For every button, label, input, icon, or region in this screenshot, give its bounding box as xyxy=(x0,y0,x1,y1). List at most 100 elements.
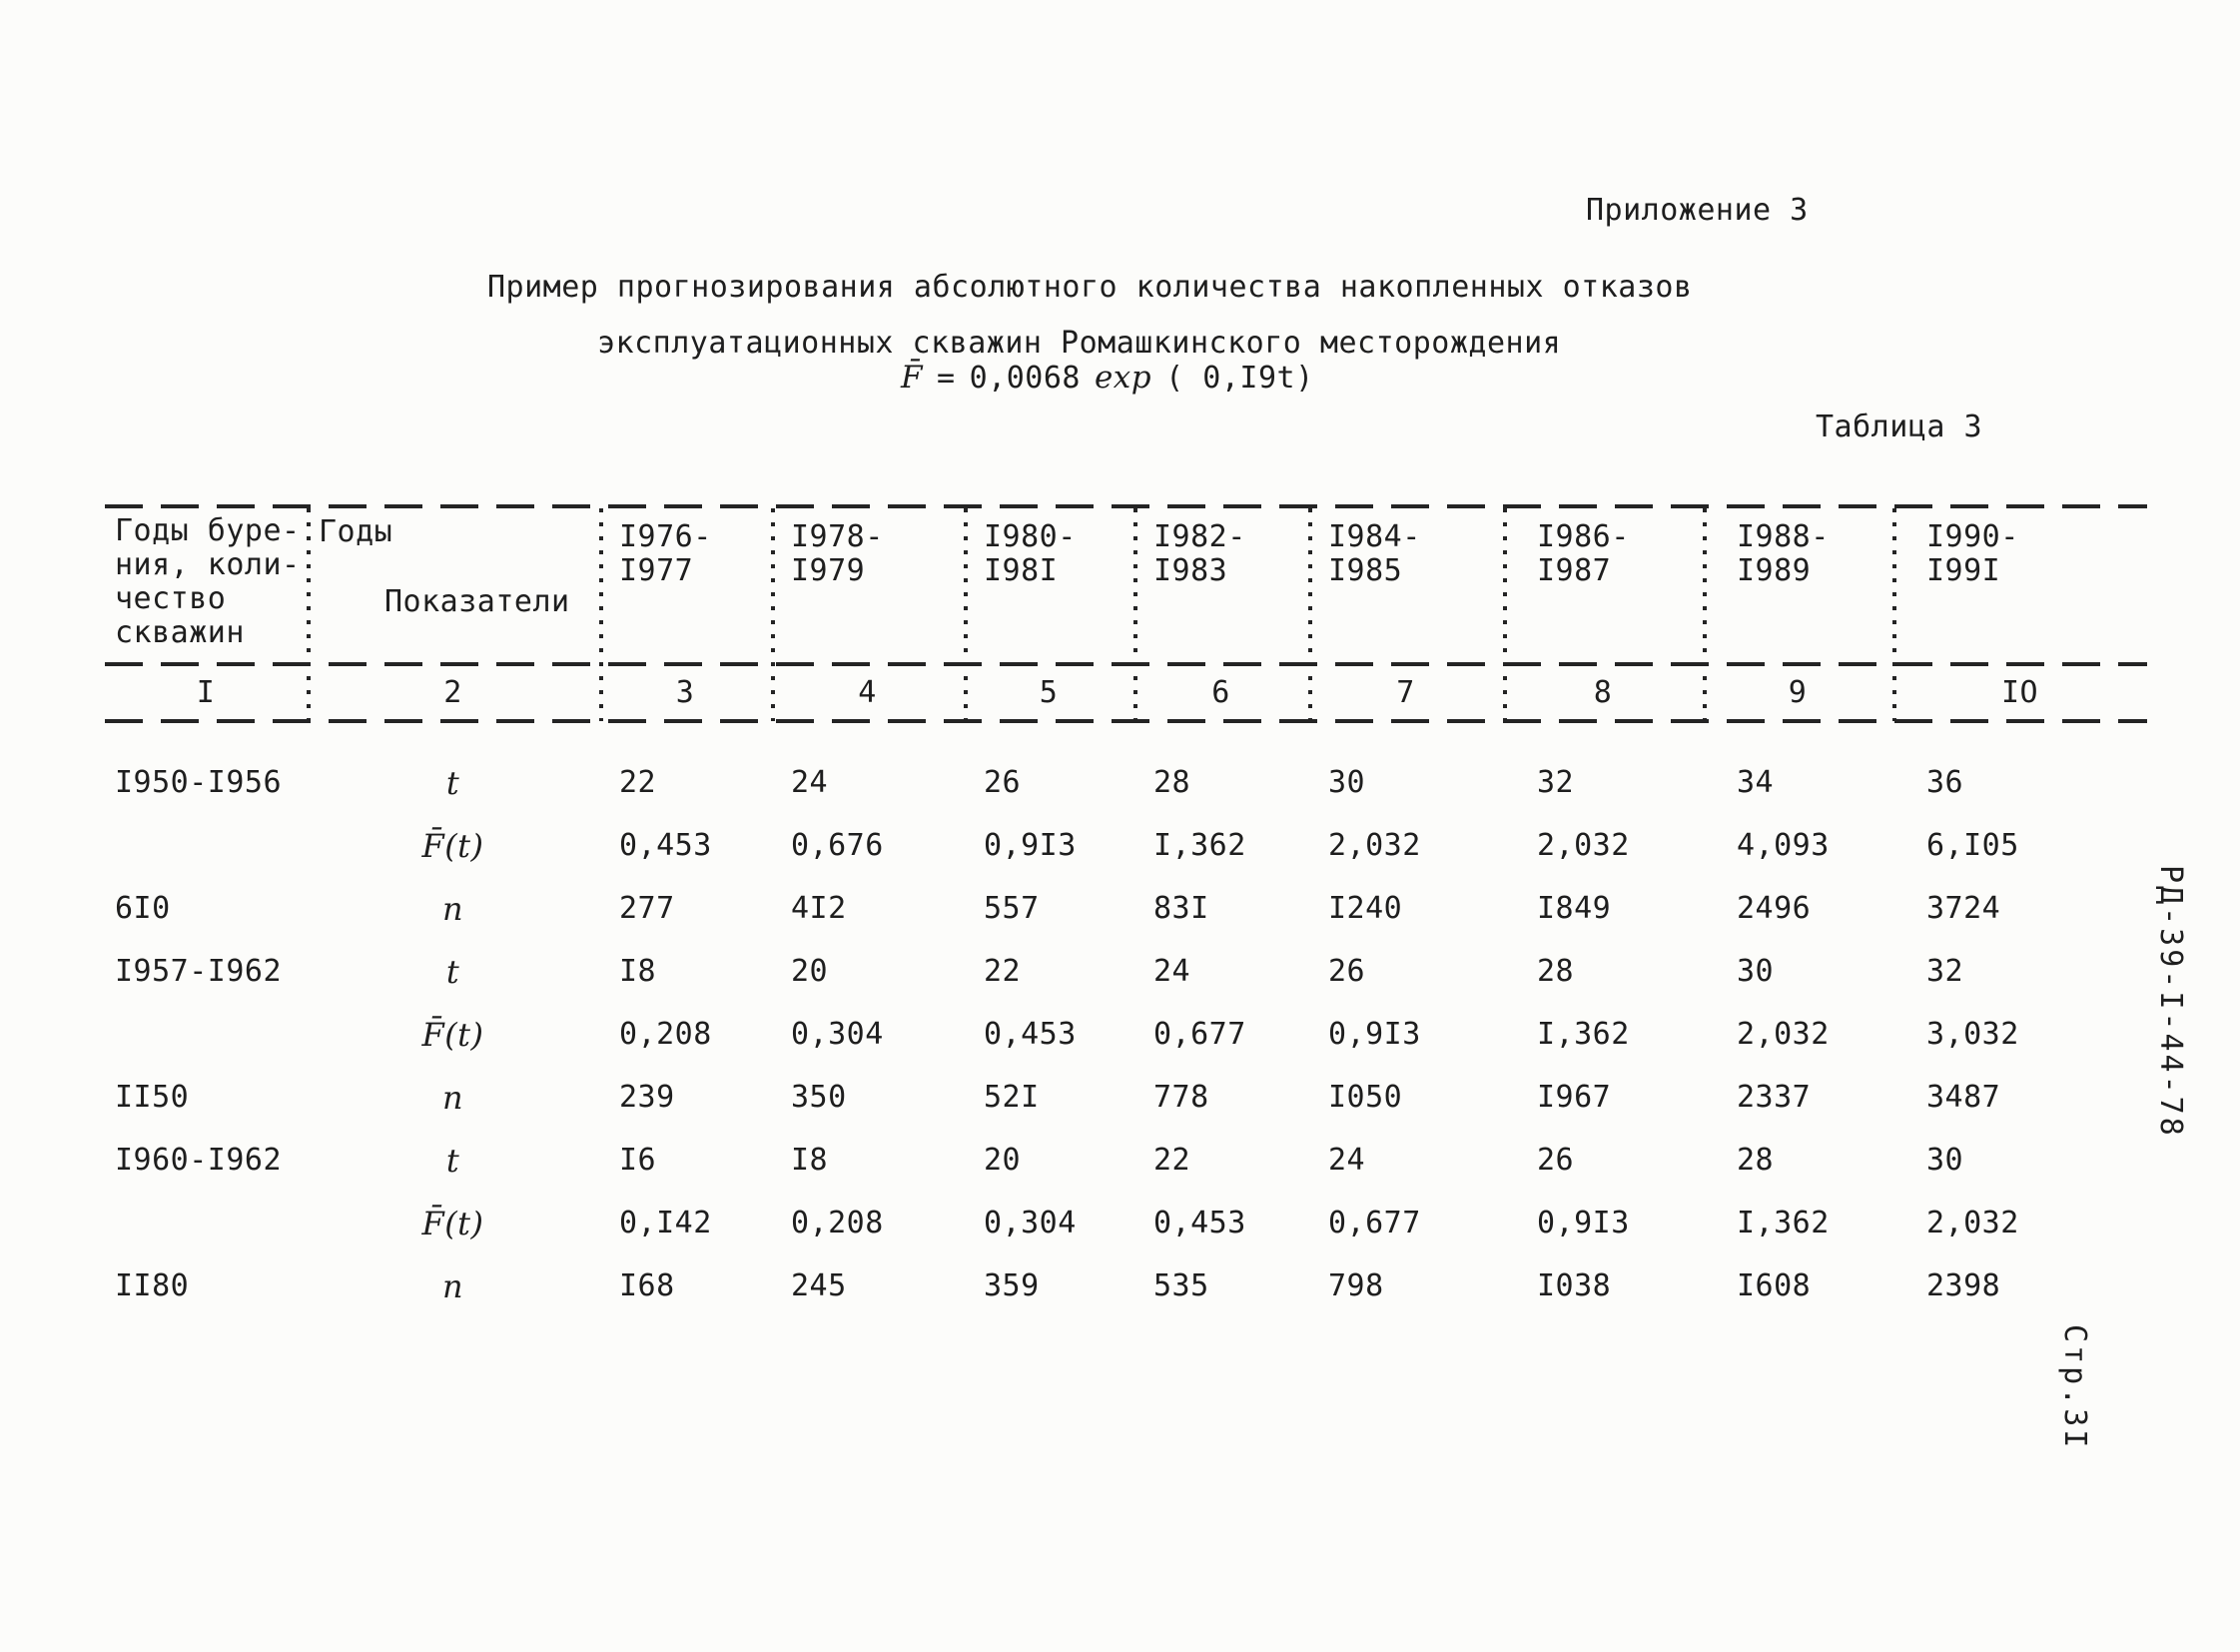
table-cell: 3487 xyxy=(1926,1080,2001,1115)
period-line: I986- xyxy=(1537,519,1630,554)
row-indicator: n xyxy=(441,889,464,928)
table-cell: 24 xyxy=(1153,954,1191,989)
table-border-header xyxy=(105,662,2147,666)
header-line: ния, коли- xyxy=(115,547,301,582)
table-cell: 28 xyxy=(1737,1143,1775,1178)
table-cell: 0,208 xyxy=(619,1017,712,1052)
table-cell: 30 xyxy=(1737,954,1775,989)
table-cell: 535 xyxy=(1153,1268,1209,1303)
table-cell: 359 xyxy=(984,1268,1040,1303)
table-cell: 0,9I3 xyxy=(1537,1206,1630,1240)
table-cell: I68 xyxy=(619,1268,675,1303)
table-cell: 30 xyxy=(1328,765,1366,800)
row-indicator: t xyxy=(445,763,460,802)
table-cell: 0,453 xyxy=(1153,1206,1246,1240)
period-line: I980- xyxy=(984,519,1077,554)
appendix-label: Приложение 3 xyxy=(1586,193,1809,228)
column-separator xyxy=(1503,508,1507,721)
table-cell: 0,676 xyxy=(791,828,884,863)
table-cell: 24 xyxy=(1328,1143,1366,1178)
column-number: IO xyxy=(2000,675,2039,710)
header-cell-period: I986- I987 xyxy=(1503,506,1703,664)
period-line: I976- xyxy=(619,519,712,554)
row-indicator: n xyxy=(441,1078,464,1117)
row-group-label: 6I0 xyxy=(115,891,171,926)
row-group-label: II80 xyxy=(115,1268,190,1303)
table-cell: 2337 xyxy=(1737,1080,1812,1115)
table-cell: 30 xyxy=(1926,1143,1964,1178)
table-cell: 0,9I3 xyxy=(1328,1017,1421,1052)
table-cell: 239 xyxy=(619,1080,675,1115)
table-cell: 245 xyxy=(791,1268,847,1303)
table-cell: 0,304 xyxy=(791,1017,884,1052)
table-cell: I967 xyxy=(1537,1080,1612,1115)
table-row: II80 n I68 245 359 535 798 I038 I608 239… xyxy=(105,1254,2147,1317)
period-line: I988- xyxy=(1737,519,1830,554)
table-cell: 52I xyxy=(984,1080,1040,1115)
table-cell: I8 xyxy=(619,954,657,989)
document-title-line2: эксплуатационных скважин Ромашкинского м… xyxy=(597,326,1562,361)
table-cell: I,362 xyxy=(1153,828,1246,863)
table-cell: 350 xyxy=(791,1080,847,1115)
header-cell-period: I976- I977 xyxy=(599,506,771,664)
table-cell: 798 xyxy=(1328,1268,1384,1303)
table-cell: I849 xyxy=(1537,891,1612,926)
period-line: I989 xyxy=(1737,553,1812,588)
column-separator xyxy=(771,508,775,721)
row-indicator: t xyxy=(445,1141,460,1180)
row-group-label: I950-I956 xyxy=(115,765,283,800)
table-cell: 26 xyxy=(1537,1143,1575,1178)
header-years-label: Годы xyxy=(319,514,393,549)
column-number: 7 xyxy=(1396,675,1415,710)
table-cell: 0,9I3 xyxy=(984,828,1077,863)
table-border-top xyxy=(105,504,2147,508)
table-cell: 0,677 xyxy=(1153,1017,1246,1052)
table-cell: 20 xyxy=(984,1143,1022,1178)
header-line: скважин xyxy=(115,615,245,650)
header-line: Годы буре- xyxy=(115,513,301,548)
header-cell-period: I980- I98I xyxy=(964,506,1133,664)
table-cell: 0,677 xyxy=(1328,1206,1421,1240)
table-cell: 3724 xyxy=(1926,891,2001,926)
period-line: I990- xyxy=(1926,519,2019,554)
table-cell: 24 xyxy=(791,765,829,800)
table-cell: 0,I42 xyxy=(619,1206,712,1240)
margin-doc-code: РД-39-I-44-78 xyxy=(2153,865,2188,1139)
table-cell: 3,032 xyxy=(1926,1017,2019,1052)
header-cell-period: I982- I983 xyxy=(1133,506,1308,664)
row-indicator: t xyxy=(445,952,460,991)
table-row: II50 n 239 350 52I 778 I050 I967 2337 34… xyxy=(105,1066,2147,1129)
table-cell: 2,032 xyxy=(1328,828,1421,863)
formula-coefficient: 0,0068 xyxy=(969,361,1081,396)
table-cell: I240 xyxy=(1328,891,1403,926)
column-separator xyxy=(1133,508,1137,721)
table-cell: I050 xyxy=(1328,1080,1403,1115)
formula-function: exp xyxy=(1094,360,1152,396)
table-cell: 4,093 xyxy=(1737,828,1830,863)
period-line: I984- xyxy=(1328,519,1421,554)
row-indicator: F̄(t) xyxy=(421,1015,484,1054)
column-number: 8 xyxy=(1593,675,1613,710)
row-indicator: F̄(t) xyxy=(421,826,484,865)
table-cell: 22 xyxy=(619,765,657,800)
column-separator xyxy=(1892,508,1896,721)
row-group-label: I957-I962 xyxy=(115,954,283,989)
table-cell: I608 xyxy=(1737,1268,1812,1303)
table-cell: 34 xyxy=(1737,765,1775,800)
table-cell: 0,208 xyxy=(791,1206,884,1240)
column-separator xyxy=(1703,508,1707,721)
table-cell: 20 xyxy=(791,954,829,989)
table-cell: 0,304 xyxy=(984,1206,1077,1240)
table-cell: 6,I05 xyxy=(1926,828,2019,863)
table-row: F̄(t) 0,453 0,676 0,9I3 I,362 2,032 2,03… xyxy=(105,814,2147,877)
header-line: чество xyxy=(115,581,227,616)
column-separator xyxy=(599,508,603,721)
header-cell-indicators: Годы Показатели xyxy=(307,506,599,664)
table-cell: 28 xyxy=(1537,954,1575,989)
period-line: I987 xyxy=(1537,553,1612,588)
row-group-label: I960-I962 xyxy=(115,1143,283,1178)
table-cell: 2398 xyxy=(1926,1268,2001,1303)
column-number: 6 xyxy=(1211,675,1230,710)
formula-equals: = xyxy=(937,361,956,396)
table-cell: 22 xyxy=(984,954,1022,989)
